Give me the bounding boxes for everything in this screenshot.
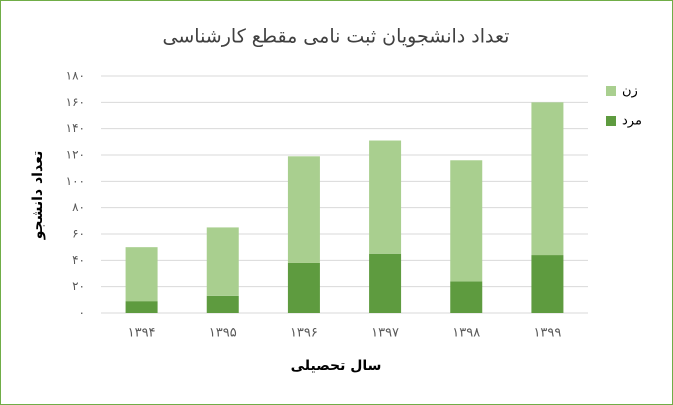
chart-title: تعداد دانشجویان ثبت نامی مقطع کارشناسی [163, 26, 510, 48]
bar-segment [125, 301, 158, 313]
bar-segment [450, 160, 483, 282]
y-tick-label: ۶۰ [72, 227, 85, 241]
y-tick-label: ۱۶۰ [66, 95, 85, 109]
y-tick-label: ۱۸۰ [66, 69, 85, 83]
bar-segment [369, 140, 402, 254]
y-tick-label: ۱۲۰ [66, 148, 85, 162]
legend-label: زن [622, 84, 638, 99]
legend-swatch [606, 86, 616, 96]
x-tick-label: ۱۳۹۵ [209, 326, 237, 341]
y-tick-label: ۱۰۰ [66, 174, 85, 188]
x-tick-label: ۱۳۹۴ [128, 326, 156, 341]
x-tick-label: ۱۳۹۶ [290, 326, 318, 341]
y-tick-label: ۰ [79, 306, 85, 320]
bar-segment [531, 102, 564, 256]
bar-segment [287, 262, 320, 313]
bar-segment [206, 227, 239, 296]
y-tick-label: ۴۰ [72, 253, 85, 267]
bar-segment [450, 281, 483, 313]
bar-segment [287, 156, 320, 263]
x-axis-label: سال تحصیلی [291, 358, 382, 374]
bar-segment [206, 295, 239, 313]
legend-swatch [606, 116, 616, 126]
y-tick-label: ۸۰ [72, 200, 85, 214]
y-axis-label: تعداد دانشجو [30, 151, 46, 240]
bar-segment [369, 253, 402, 313]
legend-label: مرد [622, 114, 642, 129]
x-tick-label: ۱۳۹۸ [452, 326, 480, 341]
bar-segment [531, 255, 564, 313]
y-tick-label: ۲۰ [72, 279, 85, 293]
y-tick-label: ۱۴۰ [66, 121, 85, 135]
x-tick-label: ۱۳۹۷ [371, 326, 399, 341]
bar-segment [125, 247, 158, 302]
x-tick-label: ۱۳۹۹ [533, 326, 561, 341]
